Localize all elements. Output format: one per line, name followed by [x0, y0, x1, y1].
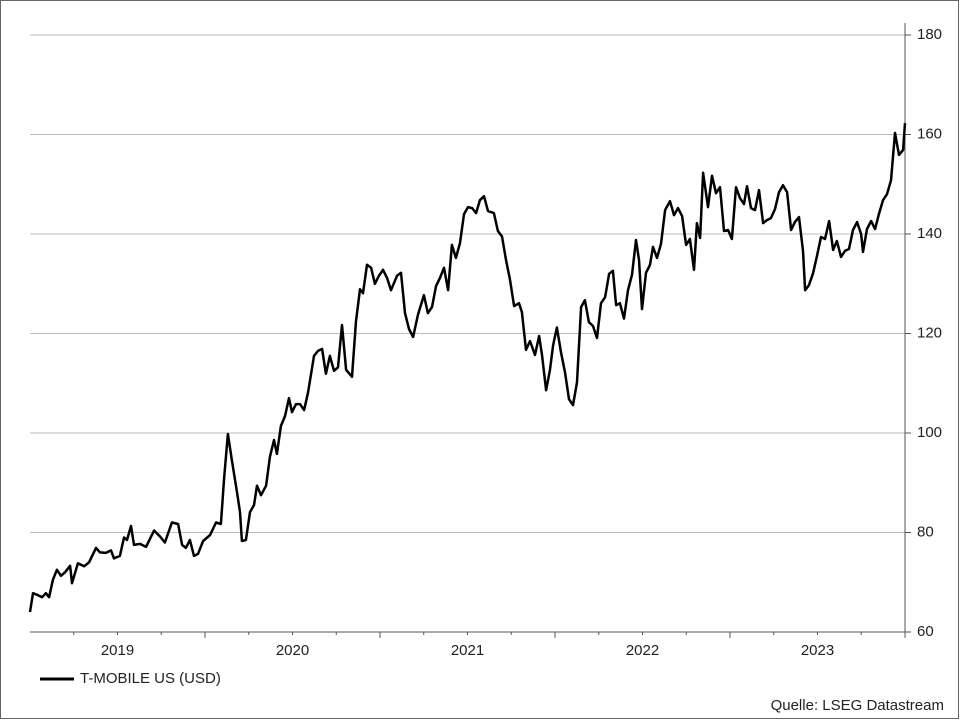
y-tick-label: 160 — [917, 125, 942, 142]
x-tick-label: 2019 — [101, 642, 134, 659]
y-tick-label: 100 — [917, 424, 942, 441]
y-tick-label: 140 — [917, 225, 942, 242]
y-tick-label: 120 — [917, 324, 942, 341]
line-series — [28, 123, 907, 613]
x-tick-label: 2023 — [801, 642, 834, 659]
x-tick-label: 2021 — [451, 642, 484, 659]
x-tick-label: 2020 — [276, 642, 309, 659]
legend-label: T-MOBILE US (USD) — [80, 670, 221, 687]
y-tick-label: 80 — [917, 523, 934, 540]
y-tick-label: 180 — [917, 26, 942, 43]
x-tick-label: 2022 — [626, 642, 659, 659]
source-note: Quelle: LSEG Datastream — [771, 697, 944, 714]
y-tick-label: 60 — [917, 623, 934, 640]
